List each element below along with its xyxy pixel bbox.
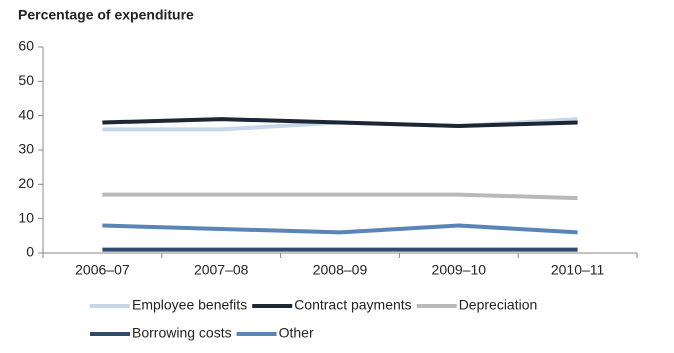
x-tick-label: 2010–11 bbox=[551, 262, 605, 278]
series-line bbox=[102, 192, 578, 201]
series-line bbox=[102, 117, 578, 128]
series-line bbox=[102, 223, 578, 235]
legend-label: Employee benefits bbox=[132, 297, 247, 313]
y-tick-label: 50 bbox=[18, 72, 34, 88]
legend-label: Depreciation bbox=[459, 297, 538, 313]
y-tick-label: 20 bbox=[18, 175, 34, 191]
legend-label: Borrowing costs bbox=[132, 325, 232, 341]
x-tick-label: 2007–08 bbox=[194, 262, 249, 278]
y-tick-label: 0 bbox=[26, 244, 34, 260]
chart-title: Percentage of expenditure bbox=[18, 7, 194, 23]
y-tick-label: 40 bbox=[18, 106, 34, 122]
y-tick-label: 60 bbox=[18, 38, 34, 54]
legend-label: Contract payments bbox=[294, 297, 412, 313]
y-tick-label: 30 bbox=[18, 141, 34, 157]
x-tick-label: 2009–10 bbox=[432, 262, 487, 278]
legend-label: Other bbox=[279, 325, 314, 341]
x-tick-label: 2008–09 bbox=[313, 262, 368, 278]
x-tick-label: 2006–07 bbox=[75, 262, 130, 278]
y-tick-label: 10 bbox=[18, 209, 34, 225]
